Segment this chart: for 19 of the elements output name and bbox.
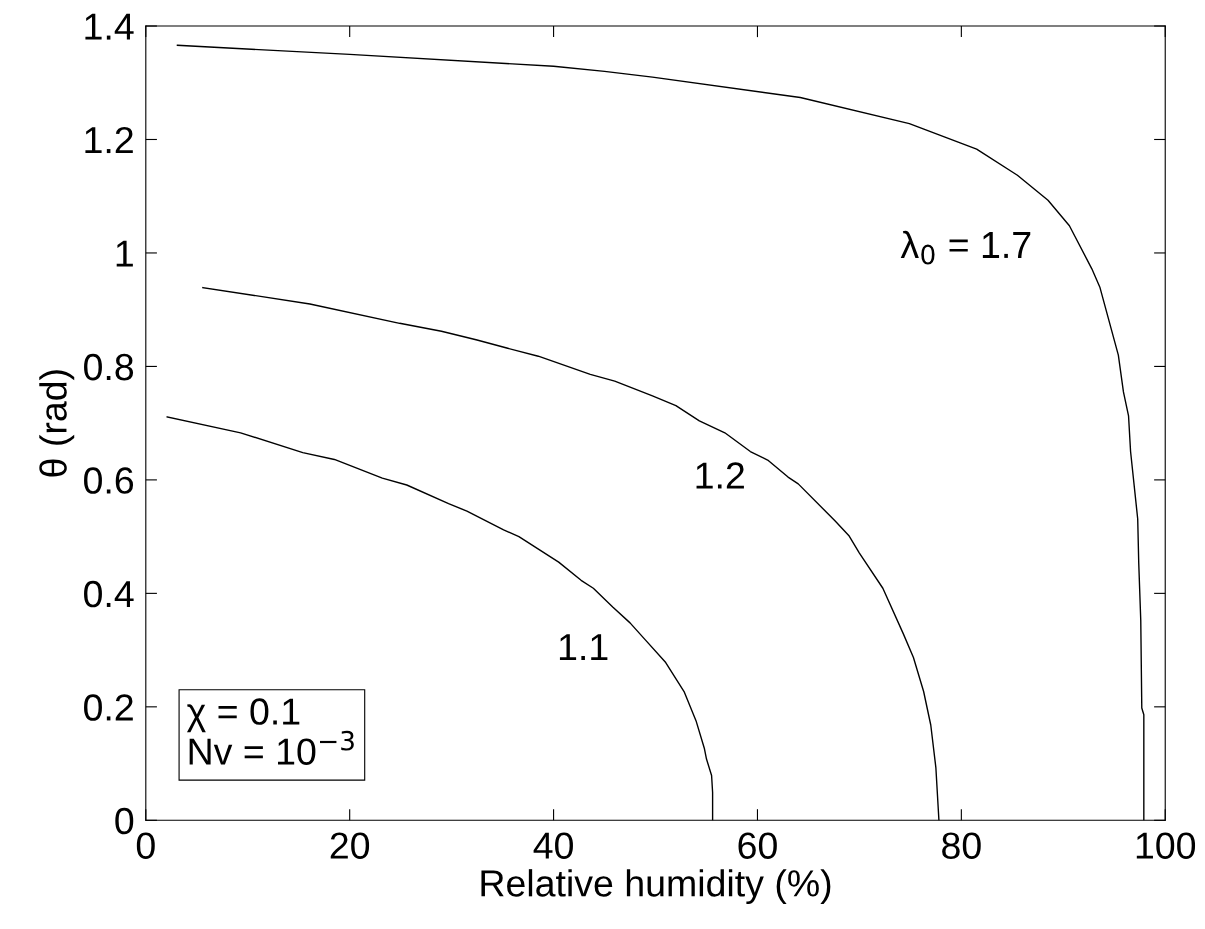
annotation: 1.2 [696,462,744,489]
y-tick-label: 1.4 [85,13,134,40]
annotation: λ$_{0}$ = 1.7 [900,230,1031,265]
y-tick-label: 0.2 [84,694,133,721]
x-tick-label: 20 [330,832,370,859]
y-tick-label: 1.2 [85,126,133,154]
x-tick-label: 0 [136,832,155,859]
x-tick-label: 40 [533,832,573,859]
x-tick-label: 100 [1136,832,1196,859]
x-tick-label: 60 [738,832,777,859]
y-tick-label: 0.6 [84,467,134,494]
y-axis-title: θ (rad) [39,370,75,477]
y-tick-label: 0.4 [84,580,134,608]
y-tick-label: 0 [115,807,134,835]
y-tick-label: 0.8 [84,353,134,381]
x-axis-title: Relative humidity (%) [481,869,831,905]
y-tick-label: 1 [116,240,133,267]
annotation: 1.1 [559,634,608,661]
x-tick-label: 80 [942,832,981,859]
